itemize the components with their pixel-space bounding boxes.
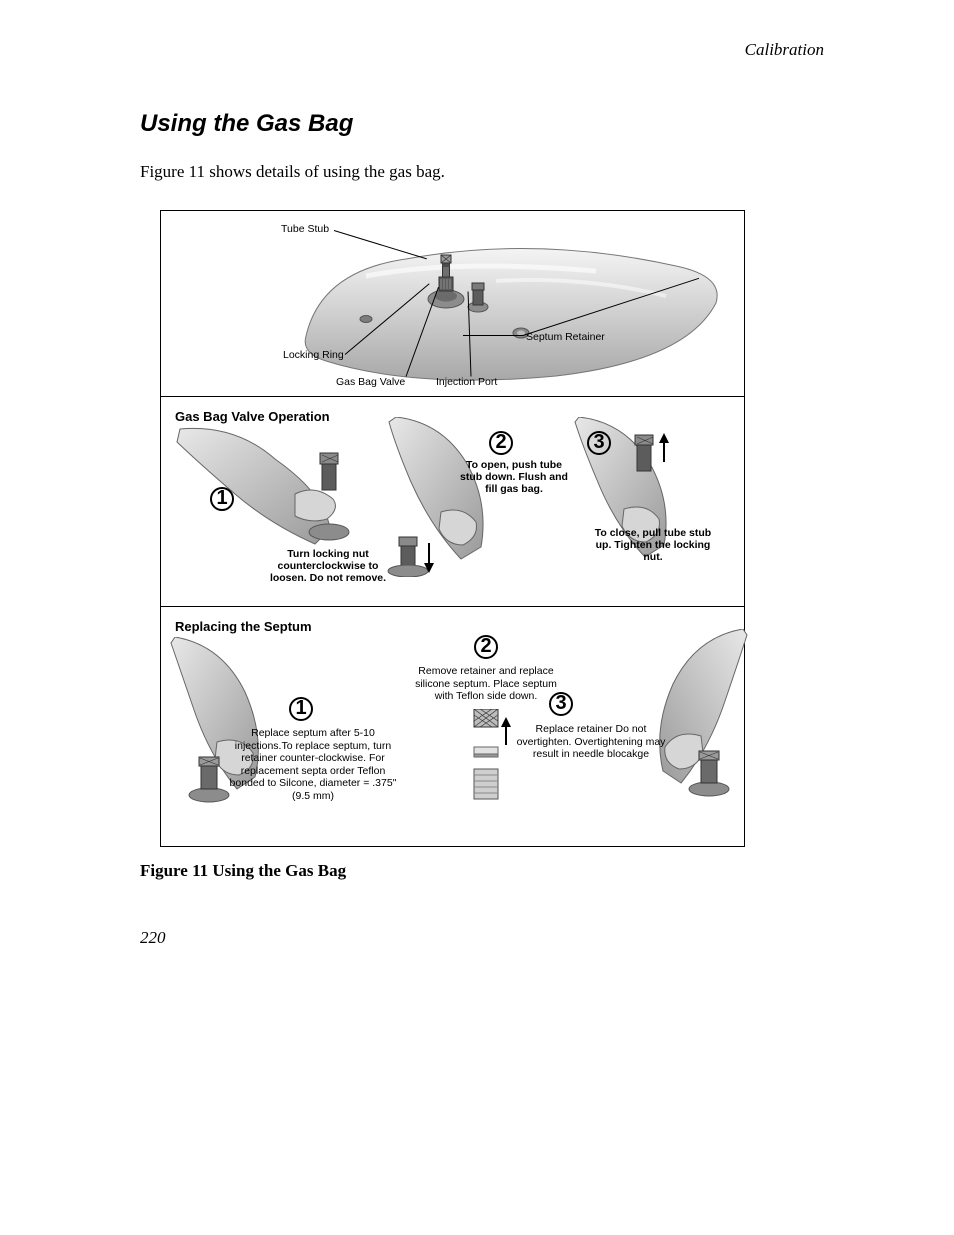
step-number-3-mid: 3 [587,431,611,455]
figure-11-box: Tube Stub Locking Ring Gas Bag Valve Inj… [160,210,745,847]
label-septum-retainer: Septum Retainer [526,331,605,343]
section-title: Using the Gas Bag [140,110,824,138]
step-number-1-bot: 1 [289,697,313,721]
intro-text: Figure 11 shows details of using the gas… [140,162,824,182]
mid-step2-text: To open, push tube stub down. Flush and … [459,459,569,495]
hand-valve-step2-icon [371,417,541,577]
gas-bag-illustration [296,241,726,391]
panel-gas-bag-anatomy: Tube Stub Locking Ring Gas Bag Valve Inj… [161,211,744,396]
leader-septum-retainer-h [463,335,523,336]
step-number-1-mid: 1 [210,487,234,511]
step-number-2-mid: 2 [489,431,513,455]
label-locking-ring: Locking Ring [283,349,344,361]
running-header: Calibration [140,40,824,60]
hand-valve-step1-icon [175,424,365,559]
panel-replacing-septum: Replacing the Septum [161,606,744,846]
step-number-2-bot: 2 [474,635,498,659]
bot-step2-text: Remove retainer and replace silicone sep… [411,665,561,703]
mid-step3-text: To close, pull tube stub up. Tighten the… [593,527,713,563]
label-gas-bag-valve: Gas Bag Valve [336,376,405,388]
label-injection-port: Injection Port [436,376,497,388]
panel-valve-operation: Gas Bag Valve Operation [161,396,744,606]
page-number: 220 [140,928,166,948]
figure-caption: Figure 11 Using the Gas Bag [140,861,824,881]
septum-exploded-icon [456,709,516,804]
step-number-3-bot: 3 [549,692,573,716]
hand-septum-step3-icon [601,629,751,804]
bot-step1-text: Replace septum after 5-10 injections.To … [223,727,403,803]
bot-step3-text: Replace retainer Do not overtighten. Ove… [511,723,671,761]
label-tube-stub: Tube Stub [281,223,329,235]
